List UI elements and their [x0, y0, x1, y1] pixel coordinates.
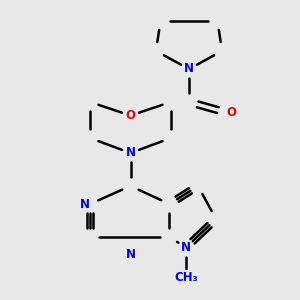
- Text: N: N: [125, 146, 136, 160]
- Text: N: N: [125, 248, 136, 262]
- Text: N: N: [80, 197, 90, 211]
- Text: N: N: [181, 241, 191, 254]
- Text: CH₃: CH₃: [174, 271, 198, 284]
- Text: O: O: [125, 109, 136, 122]
- Text: O: O: [226, 106, 236, 119]
- Text: N: N: [184, 62, 194, 76]
